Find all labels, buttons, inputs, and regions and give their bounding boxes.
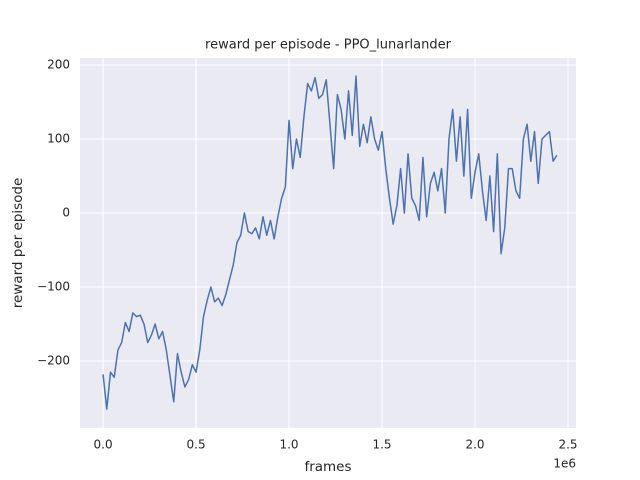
x-tick-label: 1.5	[372, 438, 391, 452]
chart-title: reward per episode - PPO_lunarlander	[205, 38, 452, 53]
y-tick-label: −100	[37, 280, 70, 294]
x-tick-label: 2.5	[558, 438, 577, 452]
y-tick-label: −200	[37, 354, 70, 368]
x-axis-label: frames	[304, 459, 351, 475]
x-tick-label: 2.0	[465, 438, 484, 452]
y-tick-label: 100	[47, 132, 70, 146]
y-tick-label: 200	[47, 58, 70, 72]
x-tick-label: 1.0	[279, 438, 298, 452]
x-offset-label: 1e6	[553, 457, 576, 471]
plot-area	[80, 58, 576, 428]
x-tick-label: 0.5	[187, 438, 206, 452]
data-line	[102, 75, 558, 410]
y-axis-label: reward per episode	[10, 178, 26, 309]
x-tick-label: 0.0	[94, 438, 113, 452]
y-tick-label: 0	[62, 206, 70, 220]
